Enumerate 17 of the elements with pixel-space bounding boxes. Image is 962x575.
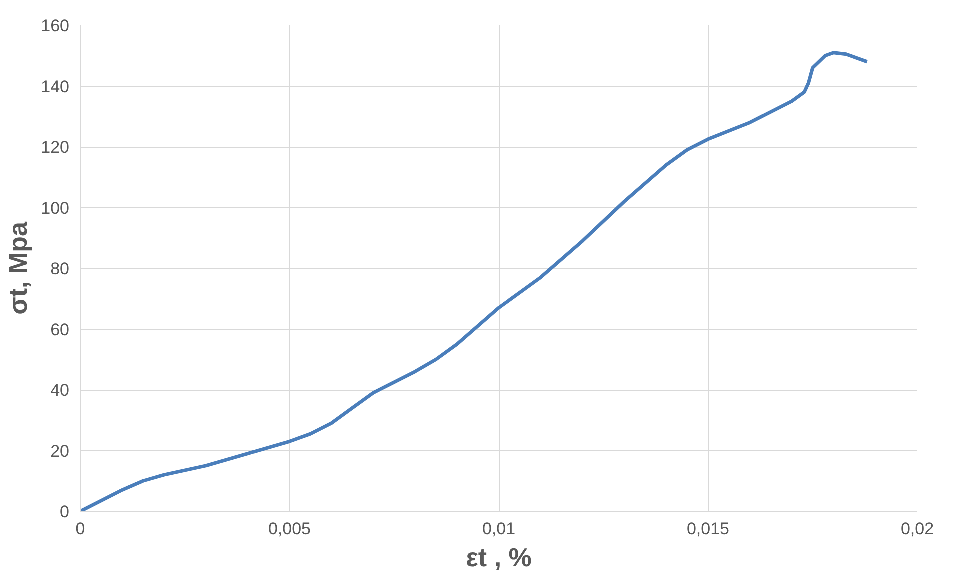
y-tick-label: 0 [60, 502, 70, 522]
y-tick-label: 120 [41, 138, 70, 157]
y-tick-label: 20 [50, 442, 70, 461]
x-tick-label: 0,005 [268, 520, 312, 538]
x-tick-label: 0,02 [900, 520, 934, 538]
x-tick-label: 0,015 [686, 520, 730, 538]
y-tick-label: 160 [41, 16, 70, 36]
y-tick-label: 140 [41, 77, 70, 96]
x-axis-title: εt , % [466, 542, 532, 572]
y-axis-title: σt, Mpa [3, 222, 34, 315]
x-tick-label: 0 [76, 520, 86, 538]
y-tick-label: 100 [41, 198, 70, 218]
y-tick-label: 40 [50, 381, 70, 400]
x-tick-label: 0,01 [482, 520, 516, 538]
y-tick-label: 60 [50, 320, 70, 340]
y-tick-label: 80 [50, 260, 70, 278]
line-series [80, 51, 870, 512]
